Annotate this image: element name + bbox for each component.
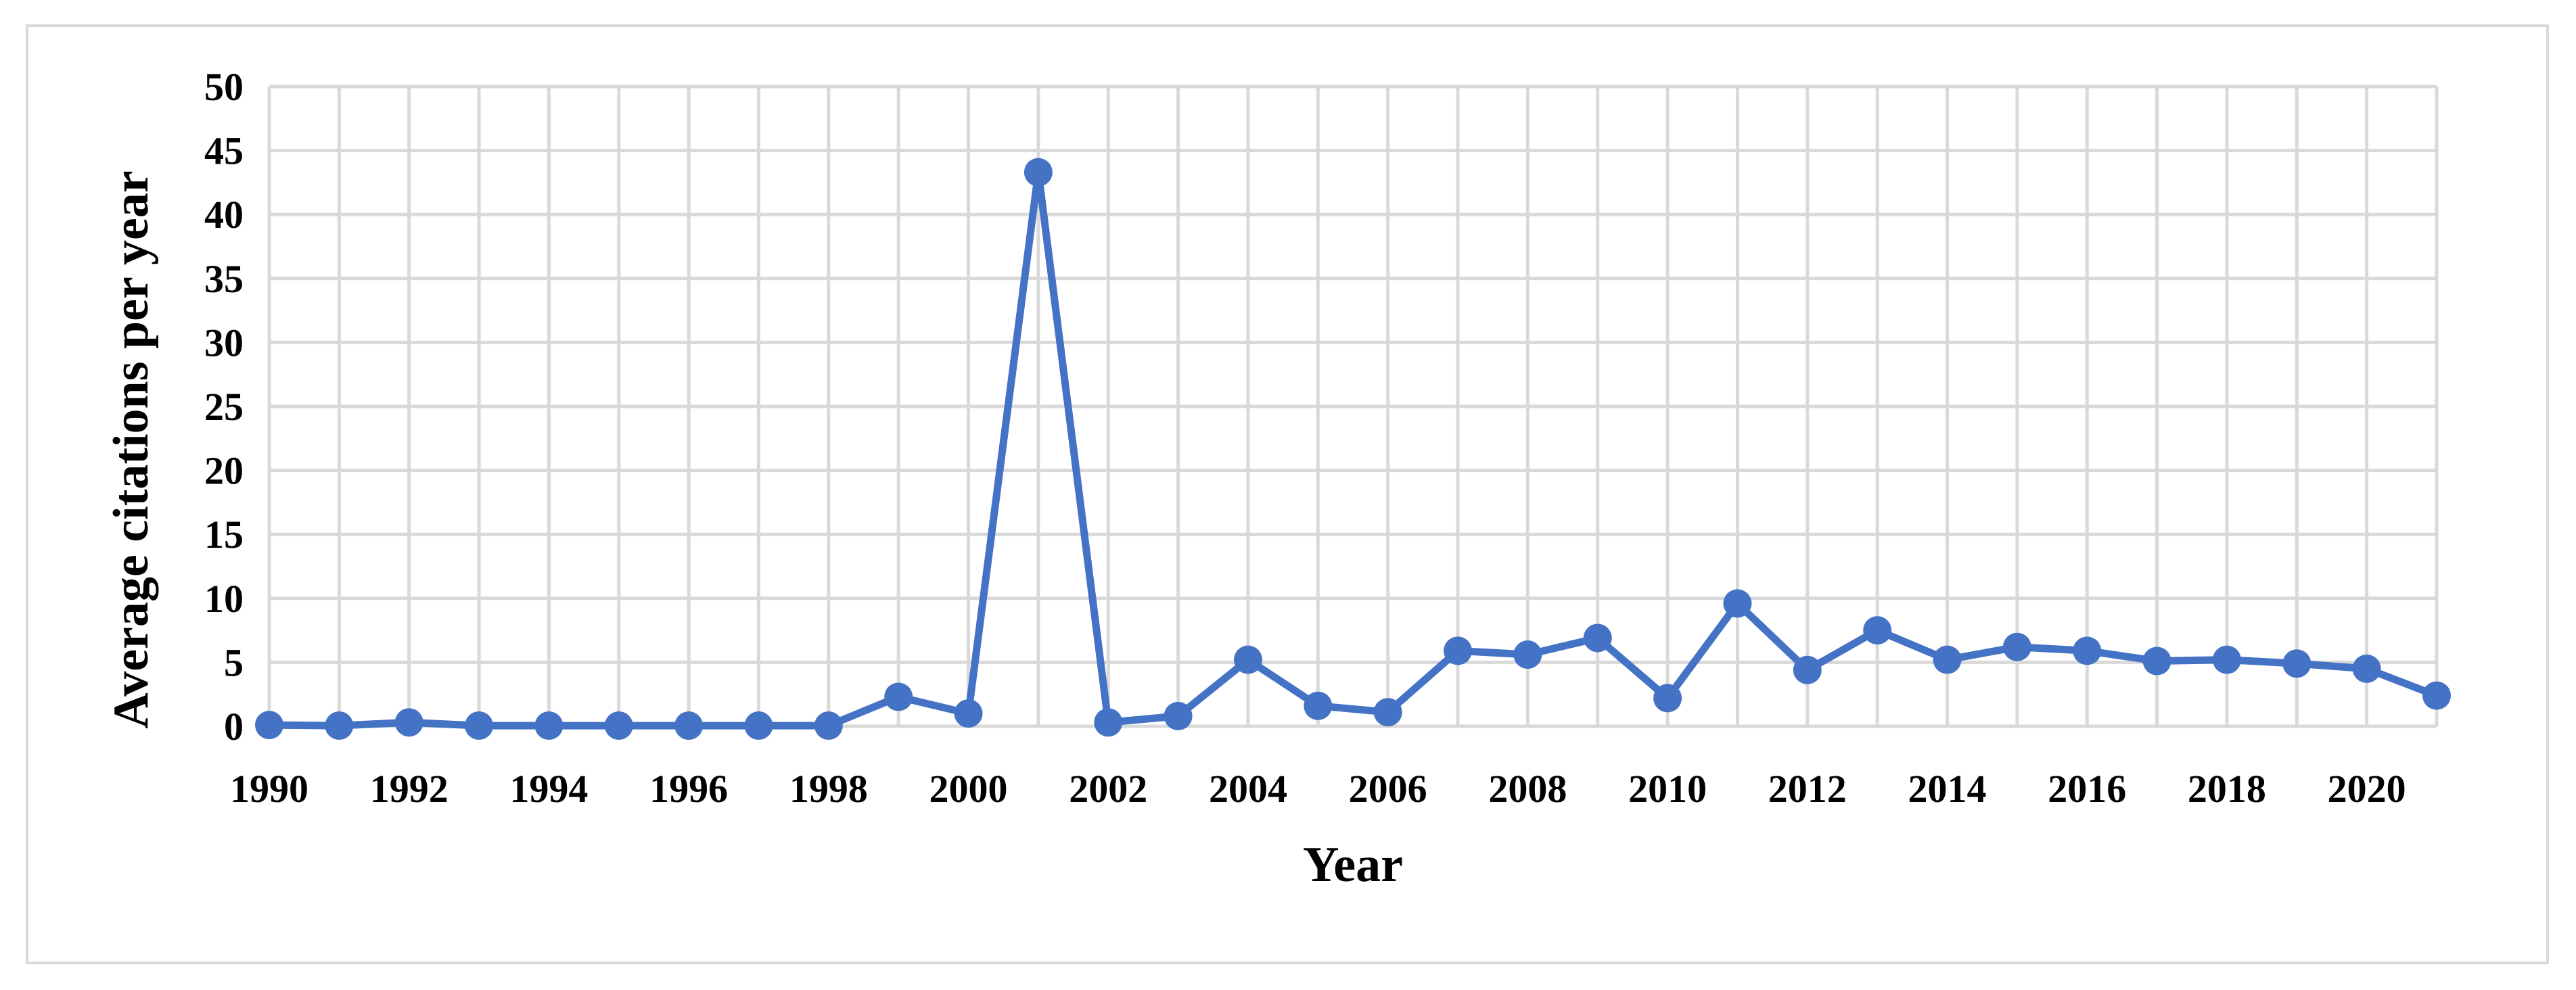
y-tick-label: 0 (224, 705, 244, 749)
data-point (1444, 636, 1473, 665)
data-point (674, 711, 704, 740)
x-tick-label: 1996 (649, 767, 728, 811)
x-tick-label: 2004 (1209, 767, 1287, 811)
data-point (744, 711, 773, 740)
x-tick-label: 2010 (1628, 767, 1707, 811)
x-tick-label: 2002 (1069, 767, 1147, 811)
data-point (814, 711, 843, 740)
chart-frame (26, 24, 2549, 964)
data-point (1793, 655, 1822, 684)
data-point (255, 711, 283, 740)
data-point (2212, 645, 2241, 674)
data-point (1094, 708, 1123, 737)
x-tick-label: 1994 (509, 767, 588, 811)
x-tick-label: 2020 (2328, 767, 2406, 811)
y-tick-label: 50 (204, 65, 244, 109)
data-point (465, 711, 494, 740)
data-point (2002, 632, 2031, 661)
data-point (1164, 701, 1193, 730)
x-tick-label: 1990 (230, 767, 308, 811)
data-point (884, 682, 913, 711)
data-point (954, 699, 983, 728)
x-tick-label: 2012 (1768, 767, 1847, 811)
data-point (2142, 646, 2171, 676)
x-axis-title: Year (1303, 837, 1403, 893)
data-point (1233, 645, 1262, 674)
y-tick-label: 45 (204, 129, 244, 173)
x-tick-label: 2014 (1908, 767, 1987, 811)
grid-lines (267, 85, 2439, 728)
x-tick-label: 2008 (1488, 767, 1567, 811)
y-tick-labels: 0 5 10 15 20 25 30 35 40 45 50 (204, 65, 244, 749)
data-point (1304, 691, 1333, 720)
data-point (604, 711, 633, 740)
x-tick-label: 2018 (2188, 767, 2266, 811)
data-point (1373, 698, 1402, 727)
y-tick-label: 10 (204, 577, 244, 621)
y-axis-title: Average citations per year (104, 170, 159, 728)
data-point (2422, 681, 2451, 710)
data-point (394, 708, 423, 737)
x-tick-label: 1992 (370, 767, 448, 811)
y-tick-label: 15 (204, 513, 244, 557)
series-line (265, 168, 2441, 730)
data-point (1513, 640, 1542, 669)
data-point (534, 711, 564, 740)
data-point (1863, 616, 1892, 645)
data-point (1653, 684, 1682, 713)
x-tick-label: 2006 (1349, 767, 1427, 811)
data-point (325, 711, 354, 740)
x-tick-label: 2016 (2048, 767, 2126, 811)
data-point (2282, 649, 2312, 678)
x-tick-label: 2000 (929, 767, 1008, 811)
data-point (2073, 636, 2102, 665)
data-point (1024, 158, 1053, 187)
y-tick-label: 20 (204, 449, 244, 493)
data-point (1583, 623, 1612, 653)
y-tick-label: 40 (204, 193, 244, 237)
x-tick-labels: 1990 1992 1994 1996 1998 2000 2002 2004 2006 2008… (230, 767, 2406, 811)
data-series (255, 158, 2451, 740)
y-tick-label: 5 (224, 640, 244, 684)
data-point (2352, 654, 2381, 683)
y-tick-label: 25 (204, 385, 244, 429)
data-point (1723, 589, 1752, 618)
y-tick-label: 35 (204, 257, 244, 301)
data-point (1933, 645, 1962, 674)
x-tick-label: 1998 (789, 767, 868, 811)
y-tick-label: 30 (204, 321, 244, 364)
